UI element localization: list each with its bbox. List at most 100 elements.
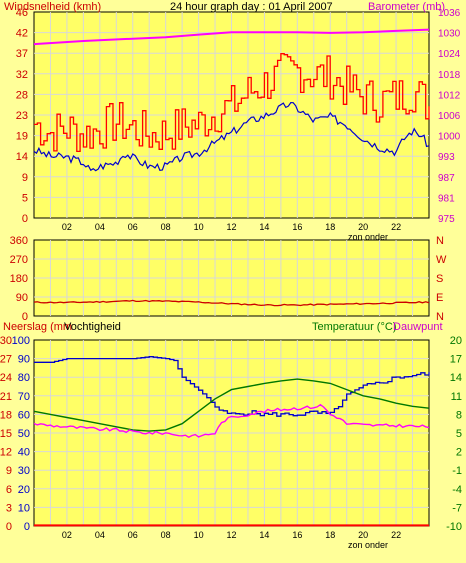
compass-tick-label: N	[436, 311, 444, 323]
x-tick-label: 20	[358, 530, 368, 540]
tick-label: 20	[18, 484, 30, 496]
tick-label: 0	[6, 521, 12, 533]
x-tick-label: 08	[161, 530, 171, 540]
tick-label: 18	[0, 409, 12, 421]
tick-label: 90	[18, 354, 30, 366]
humidity-line	[34, 356, 430, 417]
temp-x-ticks: 02 04 06 08 10 12 14 16 18 20 22	[62, 530, 401, 540]
tick-label: 0	[22, 213, 28, 225]
x-tick-label: 10	[194, 530, 204, 540]
tick-label: 1024	[438, 49, 461, 60]
wind-x-ticks: 02 04 06 08 10 12 14 16 18 20 22	[62, 222, 401, 232]
compass-tick-label: N	[436, 235, 444, 247]
tick-label: 50	[18, 428, 30, 440]
tick-label: 8	[456, 409, 462, 421]
wind-barometer-panel: Windsnelheid (kmh) 24 hour graph day : 0…	[4, 1, 461, 242]
x-tick-label: 12	[226, 530, 236, 540]
tick-label: 30	[18, 465, 30, 477]
temp-series	[33, 356, 430, 527]
x-tick-label: 02	[62, 530, 72, 540]
wind-direction-line	[33, 299, 430, 307]
direction-tick-label: 90	[16, 292, 28, 304]
x-tick-label: 16	[292, 222, 302, 232]
x-tick-label: 22	[391, 222, 401, 232]
tick-label: 1018	[438, 70, 461, 81]
wind-axis-label: Windsnelheid (kmh)	[4, 1, 101, 13]
tick-label: 9	[6, 465, 12, 477]
tick-label: 993	[438, 152, 455, 163]
tick-label: 975	[438, 214, 455, 225]
sunset-label-top: zon onder	[348, 232, 388, 242]
wind-average-line	[33, 101, 430, 172]
tick-label: 6	[6, 484, 12, 496]
temperature-ticks: -10 -7 -4 -1 2 5 8 11 14 17 20	[446, 335, 462, 533]
x-tick-label: 14	[259, 222, 269, 232]
x-tick-label: 04	[95, 530, 105, 540]
x-tick-label: 20	[358, 222, 368, 232]
tick-label: 14	[450, 372, 462, 384]
sunset-label-bottom: zon onder	[348, 540, 388, 550]
x-tick-label: 16	[292, 530, 302, 540]
tick-label: 60	[18, 409, 30, 421]
wind-ticks: 0 5 9 14 19 23 28 32 37 42 46	[16, 7, 28, 225]
x-tick-label: 02	[62, 222, 72, 232]
tick-label: 21	[0, 391, 12, 403]
x-tick-label: 12	[226, 222, 236, 232]
compass-tick-label: W	[436, 254, 447, 266]
tick-label: 37	[16, 48, 28, 60]
compass-tick-label: S	[436, 273, 443, 285]
rain-axis-label: Neerslag (mm	[3, 321, 72, 333]
tick-label: 42	[16, 28, 28, 40]
rain-ticks: 0 3 6 9 12 15 18 21 24 27 30	[0, 335, 12, 533]
x-tick-label: 22	[391, 530, 401, 540]
tick-label: 28	[16, 89, 28, 101]
tick-label: 1036	[438, 8, 461, 19]
rain-humidity-temp-panel: Neerslag (mm Vochtigheid Temperatuur (°C…	[0, 321, 462, 550]
tick-label: 27	[0, 354, 12, 366]
tick-label: -1	[452, 465, 462, 477]
tick-label: 40	[18, 447, 30, 459]
x-tick-label: 10	[194, 222, 204, 232]
barometer-axis-label: Barometer (mb)	[368, 1, 445, 13]
tick-label: 80	[18, 372, 30, 384]
temperature-axis-label: Temperatuur (°C)	[312, 321, 396, 333]
barometer-ticks: 975 981 987 993 1000 1006 1012 1018 1024 1030 1036	[438, 8, 461, 225]
tick-label: 24	[0, 372, 12, 384]
x-tick-label: 18	[325, 222, 335, 232]
direction-tick-label: 360	[10, 235, 28, 247]
wind-gust-line	[34, 53, 430, 153]
barometer-line	[33, 28, 430, 46]
direction-series	[33, 299, 430, 307]
dewpoint-axis-label: Dauwpunt	[393, 321, 443, 333]
tick-label: 23	[16, 110, 28, 122]
tick-label: 10	[18, 502, 30, 514]
x-tick-label: 06	[128, 530, 138, 540]
tick-label: 981	[438, 193, 455, 204]
tick-label: 46	[16, 7, 28, 19]
tick-label: 9	[22, 172, 28, 184]
dewpoint-line	[33, 403, 430, 439]
tick-label: 70	[18, 391, 30, 403]
tick-label: 19	[16, 131, 28, 143]
humidity-ticks: 0 10 20 30 40 50 60 70 80 90 100	[12, 335, 30, 533]
humidity-axis-label: Vochtigheid	[64, 321, 121, 333]
tick-label: 1030	[438, 29, 461, 40]
tick-label: 17	[450, 354, 462, 366]
tick-label: 12	[0, 447, 12, 459]
tick-label: 1006	[438, 111, 461, 122]
tick-label: 1012	[438, 90, 461, 101]
tick-label: -4	[452, 484, 462, 496]
tick-label: 100	[12, 335, 30, 347]
tick-label: -7	[452, 502, 462, 514]
tick-label: 0	[24, 521, 30, 533]
x-tick-label: 14	[259, 530, 269, 540]
x-tick-label: 04	[95, 222, 105, 232]
tick-label: 14	[16, 151, 28, 163]
tick-label: 15	[0, 428, 12, 440]
tick-label: 11	[451, 391, 462, 403]
x-tick-label: 08	[161, 222, 171, 232]
chart-title: 24 hour graph day : 01 April 2007	[170, 1, 333, 13]
x-tick-label: 18	[325, 530, 335, 540]
